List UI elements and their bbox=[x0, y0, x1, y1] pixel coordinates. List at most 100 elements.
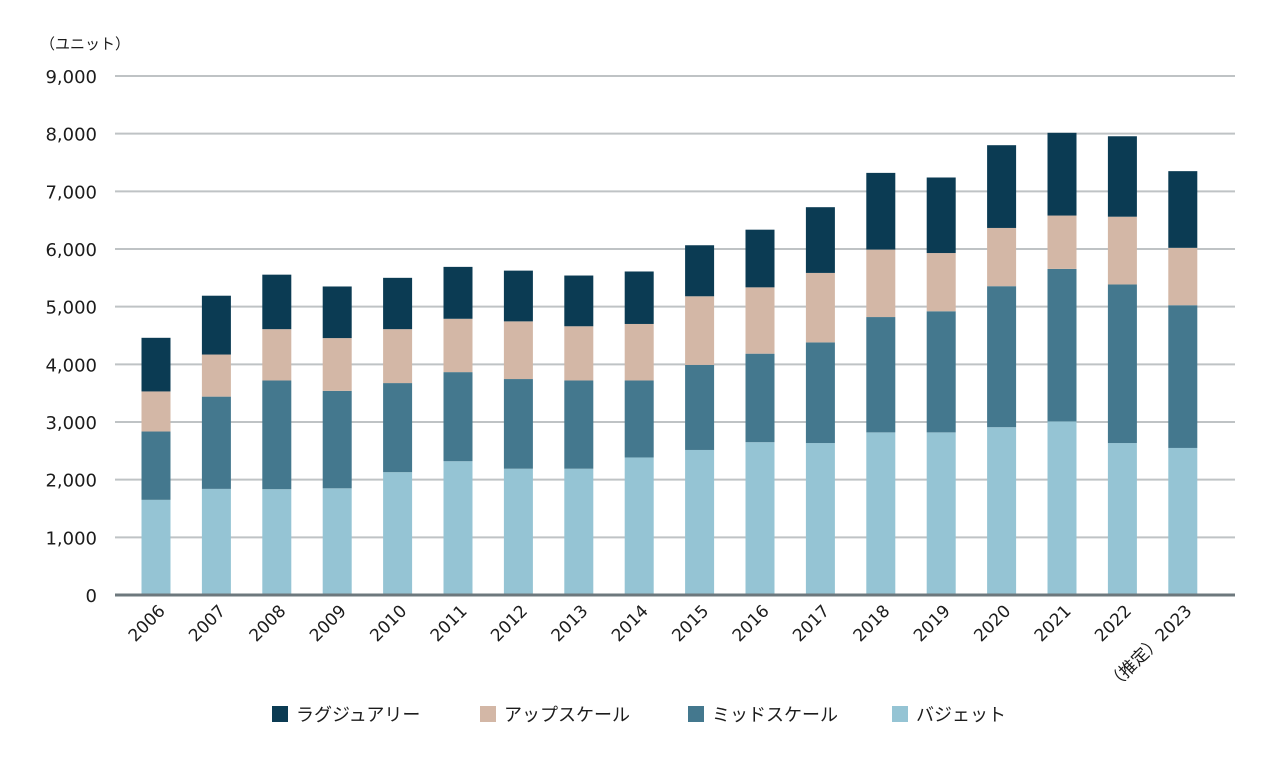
legend-label: バジェット bbox=[916, 705, 1006, 726]
stacked-bar-chart: 0 1,000 2,000 3,000 4,000 5,000 6,000 7,000 8,00… bbox=[45, 67, 1235, 694]
y-tick-label: 3,000 bbox=[45, 413, 97, 434]
bar-stack bbox=[926, 177, 956, 595]
x-tick-label: 2011 bbox=[427, 601, 472, 646]
x-tick-label: 2016 bbox=[729, 601, 774, 646]
bar-segment-midscale bbox=[383, 383, 413, 473]
bar-segment-midscale bbox=[141, 431, 171, 500]
bar-segment-upscale bbox=[503, 321, 533, 380]
bar-segment-luxury bbox=[1168, 171, 1198, 248]
bar-segment-budget bbox=[926, 432, 956, 595]
bar-segment-upscale bbox=[926, 253, 956, 312]
bar-segment-midscale bbox=[503, 379, 533, 469]
bar-segment-budget bbox=[745, 442, 775, 595]
bar-stack bbox=[503, 270, 533, 595]
bar-segment-upscale bbox=[1047, 215, 1077, 269]
bar-segment-midscale bbox=[1107, 284, 1137, 444]
bar-segment-midscale bbox=[624, 380, 654, 458]
bars bbox=[141, 132, 1198, 595]
bar-stack bbox=[1168, 171, 1198, 595]
x-tick-label: 2015 bbox=[668, 601, 713, 646]
bar-segment-luxury bbox=[805, 207, 835, 273]
bar-segment-midscale bbox=[443, 372, 473, 462]
bar-segment-midscale bbox=[866, 317, 896, 433]
bar-segment-midscale bbox=[987, 286, 1017, 428]
bar-stack bbox=[383, 277, 413, 595]
bar-stack bbox=[443, 266, 473, 595]
legend-label: アップスケール bbox=[504, 705, 630, 726]
bar-segment-budget bbox=[141, 499, 171, 595]
bar-segment-upscale bbox=[805, 272, 835, 343]
bar-segment-luxury bbox=[262, 274, 292, 330]
bar-segment-budget bbox=[685, 449, 715, 595]
y-tick-label: 8,000 bbox=[45, 125, 97, 146]
bar-segment-luxury bbox=[624, 271, 654, 324]
bar-segment-luxury bbox=[1107, 136, 1137, 217]
bar-segment-luxury bbox=[322, 286, 352, 339]
bar-segment-upscale bbox=[564, 326, 594, 381]
bar-segment-budget bbox=[503, 468, 533, 595]
bar-segment-upscale bbox=[745, 287, 775, 354]
bar-stack bbox=[1047, 132, 1077, 595]
bar-stack bbox=[866, 172, 896, 595]
bar-segment-upscale bbox=[987, 227, 1017, 287]
y-tick-label: 5,000 bbox=[45, 298, 97, 319]
bar-segment-midscale bbox=[201, 396, 231, 489]
bar-segment-midscale bbox=[262, 380, 292, 490]
x-tick-label: 2007 bbox=[185, 601, 230, 646]
bar-stack bbox=[685, 245, 715, 595]
bar-segment-upscale bbox=[1107, 216, 1137, 285]
bar-stack bbox=[141, 337, 171, 595]
bar-segment-upscale bbox=[262, 329, 292, 381]
bar-segment-budget bbox=[322, 488, 352, 595]
bar-segment-midscale bbox=[685, 364, 715, 450]
bar-segment-midscale bbox=[745, 353, 775, 443]
bar-segment-budget bbox=[866, 432, 896, 595]
bar-stack bbox=[262, 274, 292, 595]
bar-segment-budget bbox=[1107, 443, 1137, 595]
bar-segment-budget bbox=[1168, 447, 1198, 595]
legend-label: ミッドスケール bbox=[712, 705, 838, 726]
x-tick-label: 2020 bbox=[970, 601, 1015, 646]
bar-segment-budget bbox=[564, 468, 594, 595]
x-tick-label: 2022 bbox=[1091, 601, 1136, 646]
bar-segment-budget bbox=[624, 457, 654, 595]
legend-item-upscale: アップスケール bbox=[480, 702, 630, 726]
legend-swatch bbox=[688, 706, 704, 722]
x-tick-label: 2014 bbox=[608, 601, 653, 646]
legend-swatch bbox=[480, 706, 496, 722]
bar-stack bbox=[987, 145, 1017, 595]
bar-segment-budget bbox=[1047, 421, 1077, 595]
bar-segment-luxury bbox=[141, 337, 171, 392]
x-tick-label: 2013 bbox=[548, 601, 593, 646]
bar-segment-midscale bbox=[564, 380, 594, 469]
x-tick-label: 2008 bbox=[246, 601, 291, 646]
bar-segment-upscale bbox=[866, 249, 896, 318]
legend-item-midscale: ミッドスケール bbox=[688, 702, 838, 726]
bar-stack bbox=[1107, 136, 1137, 595]
bar-segment-upscale bbox=[1168, 247, 1198, 306]
x-tick-label: 2019 bbox=[910, 601, 955, 646]
x-tick-label: 2006 bbox=[125, 601, 170, 646]
bar-segment-midscale bbox=[926, 311, 956, 433]
bar-segment-luxury bbox=[1047, 132, 1077, 216]
y-tick-label: 0 bbox=[86, 586, 97, 607]
bar-segment-luxury bbox=[383, 277, 413, 330]
y-tick-label: 7,000 bbox=[45, 182, 97, 203]
x-tick-label: 2017 bbox=[789, 601, 834, 646]
bar-segment-upscale bbox=[685, 296, 715, 365]
bar-stack bbox=[745, 229, 775, 595]
x-tick-label: 2018 bbox=[850, 601, 895, 646]
y-tick-label: 9,000 bbox=[45, 67, 97, 88]
y-tick-label: 1,000 bbox=[45, 528, 97, 549]
bar-segment-luxury bbox=[201, 295, 231, 355]
bar-segment-luxury bbox=[926, 177, 956, 254]
bar-segment-luxury bbox=[443, 266, 473, 319]
bar-segment-upscale bbox=[383, 329, 413, 384]
bar-segment-luxury bbox=[503, 270, 533, 322]
bar-segment-midscale bbox=[805, 342, 835, 444]
bar-segment-budget bbox=[443, 461, 473, 595]
bar-stack bbox=[805, 207, 835, 595]
x-axis-ticks: 2006 2007 2008 2009 2010 2011 2012 2013 2014 2015… bbox=[125, 601, 1197, 694]
y-tick-label: 2,000 bbox=[45, 471, 97, 492]
bar-stack bbox=[322, 286, 352, 595]
